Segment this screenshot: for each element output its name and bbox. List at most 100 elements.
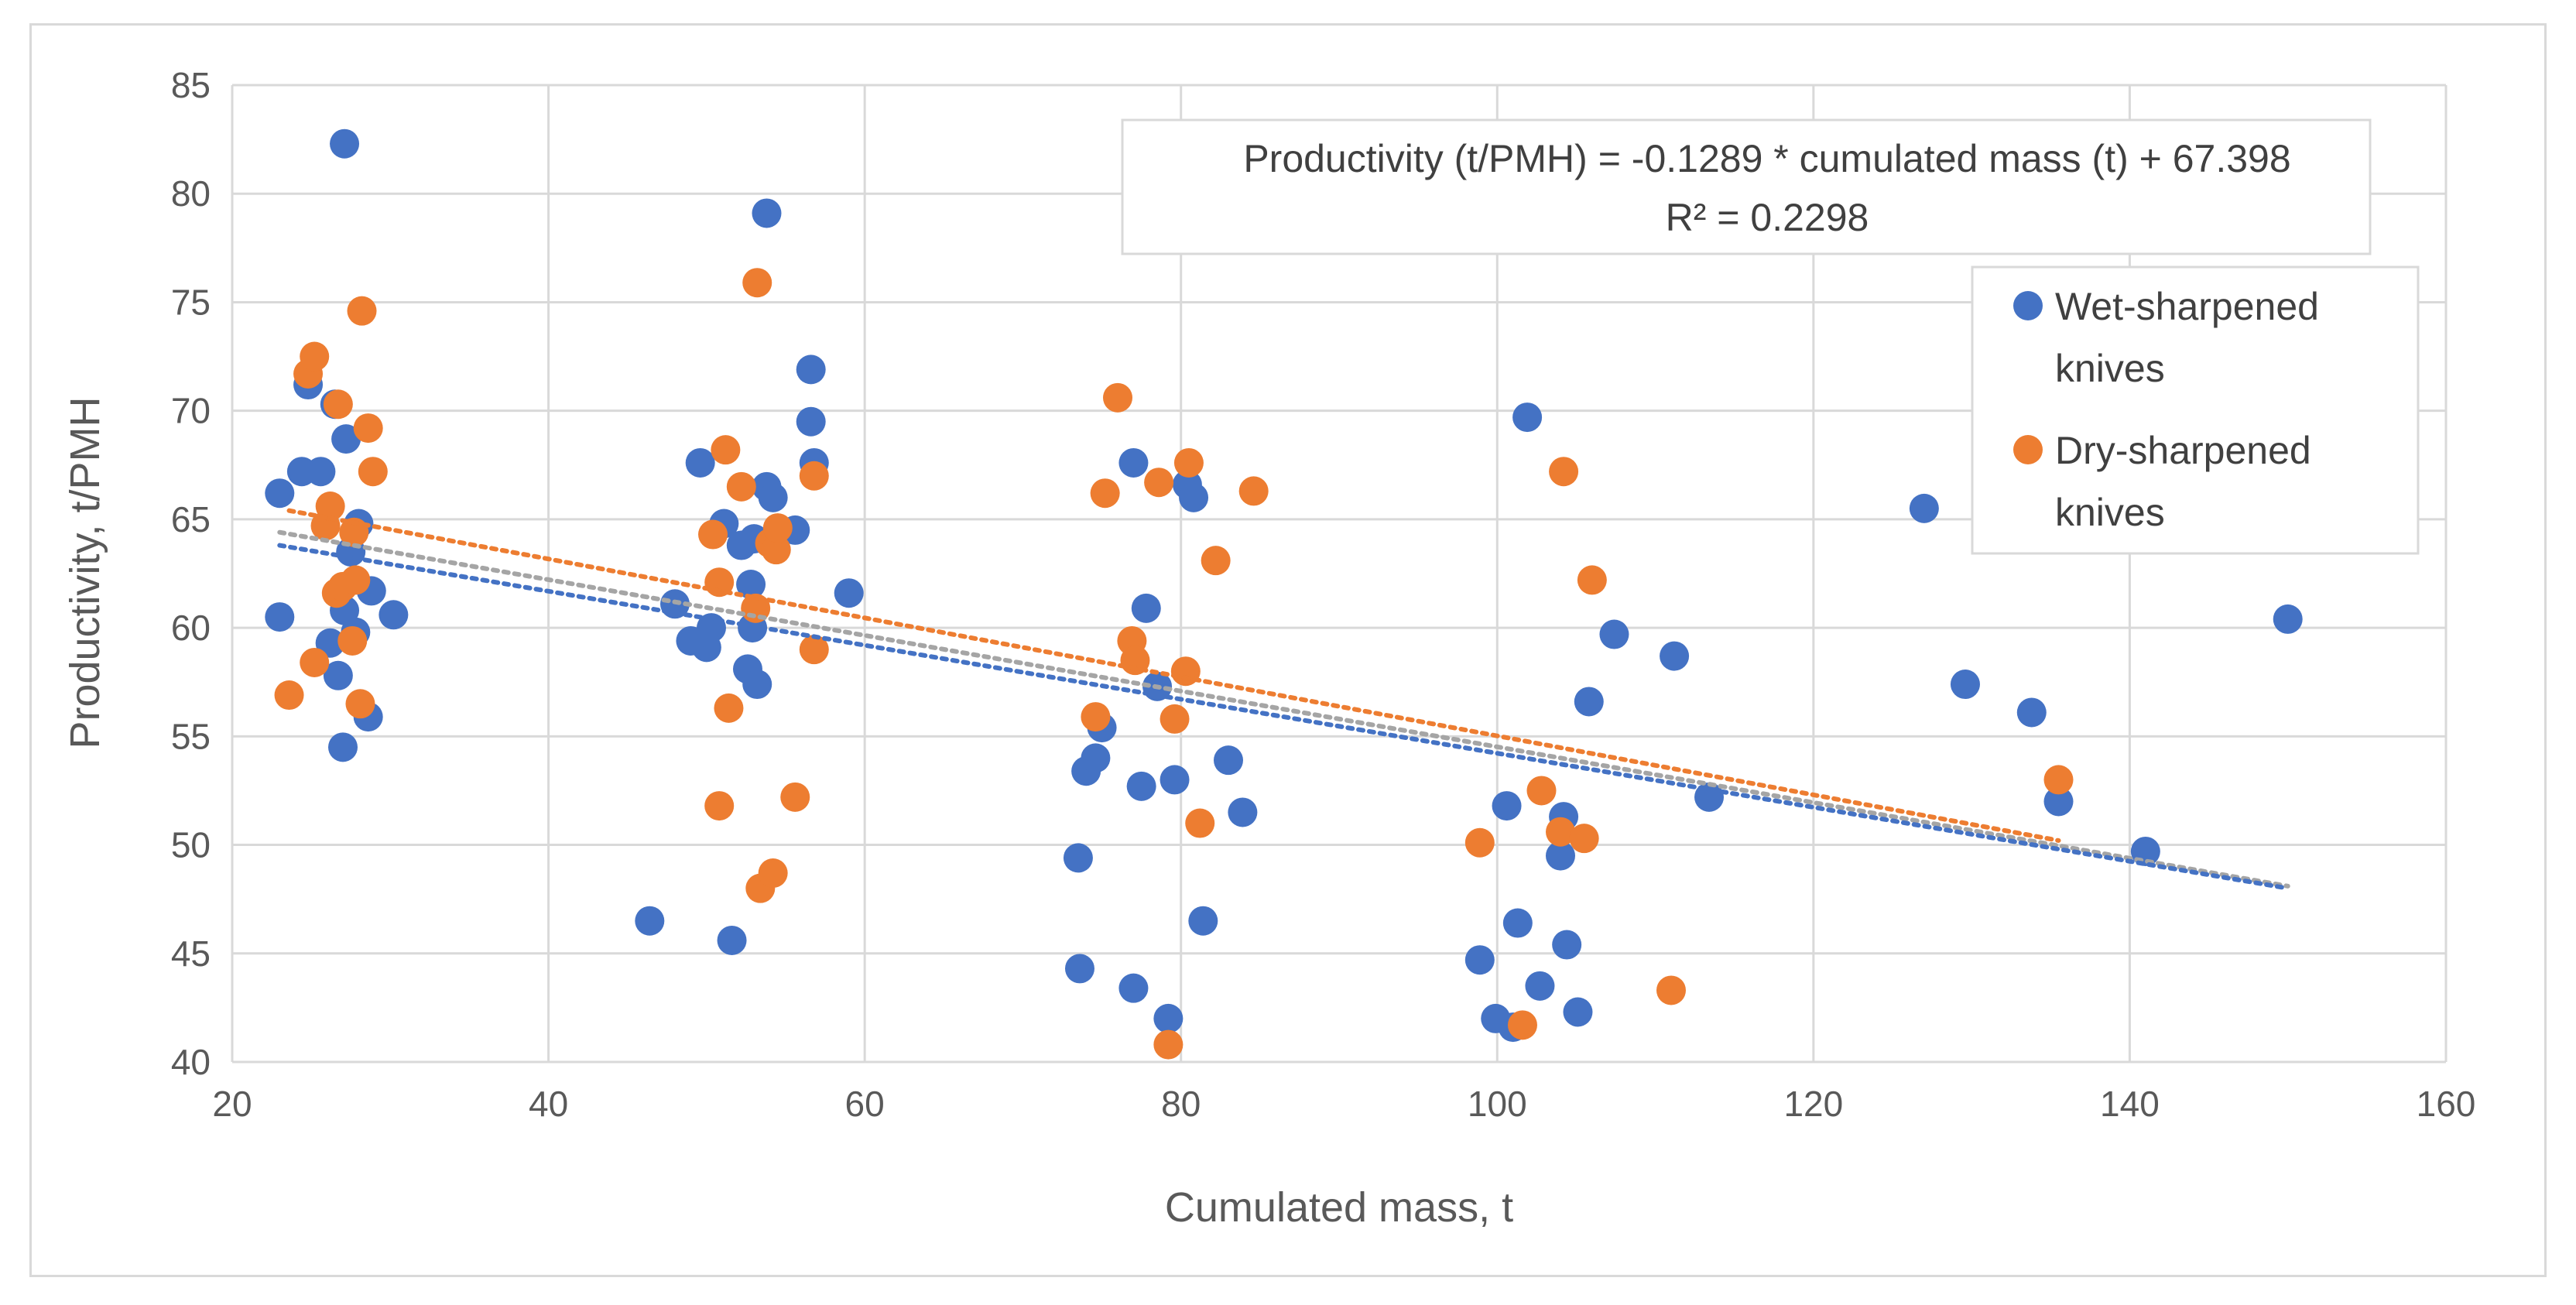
x-tick-80: 80	[1161, 1084, 1201, 1124]
point-wet-50	[1153, 1003, 1184, 1033]
point-wet-45	[1118, 447, 1149, 478]
y-tick-50: 50	[171, 825, 211, 865]
point-wet-74	[2016, 697, 2047, 728]
point-dry-7	[323, 389, 353, 420]
x-tick-60: 60	[845, 1084, 885, 1124]
point-dry-39	[1160, 704, 1190, 734]
point-wet-68	[1574, 687, 1604, 717]
trendlines	[277, 508, 2290, 891]
point-dry-9	[337, 625, 368, 656]
point-wet-57	[1464, 945, 1495, 975]
point-dry-37	[1144, 468, 1174, 498]
point-dry-2	[300, 341, 330, 372]
point-dry-26	[758, 858, 788, 889]
point-dry-23	[742, 268, 772, 298]
point-dry-15	[358, 457, 388, 487]
point-wet-9	[330, 128, 360, 159]
legend-marker-wet	[2013, 291, 2043, 320]
legend: Wet-sharpened knives Dry-sharpened knive…	[1971, 265, 2420, 555]
x-tick-40: 40	[529, 1084, 568, 1124]
point-wet-55	[1214, 745, 1243, 776]
point-wet-5	[315, 628, 345, 658]
x-tick-160: 160	[2417, 1084, 2476, 1124]
point-dry-31	[799, 461, 829, 491]
point-dry-16	[698, 519, 728, 550]
point-dry-12	[345, 689, 375, 719]
point-dry-52	[1656, 975, 1686, 1005]
point-wet-8	[328, 732, 358, 762]
y-tick-70: 70	[171, 391, 211, 431]
point-dry-27	[761, 535, 791, 565]
point-dry-14	[353, 413, 383, 444]
point-wet-31	[742, 670, 772, 700]
x-tick-labels: 20 40 60 80 100 120 140 160	[212, 1084, 2475, 1124]
point-wet-64	[1546, 841, 1575, 871]
point-dry-41	[1173, 447, 1204, 478]
point-wet-61	[1502, 908, 1533, 938]
y-tick-75: 75	[171, 282, 211, 322]
point-wet-70	[1660, 641, 1690, 671]
point-dry-50	[1569, 824, 1599, 854]
point-dry-34	[1103, 382, 1132, 413]
point-dry-28	[762, 513, 793, 543]
point-wet-17	[379, 600, 409, 630]
point-dry-5	[315, 492, 345, 522]
point-wet-25	[717, 925, 747, 955]
point-wet-7	[323, 660, 353, 690]
y-tick-80: 80	[171, 173, 211, 214]
point-wet-51	[1160, 765, 1190, 795]
point-wet-72	[1909, 493, 1939, 523]
y-axis-title: Productivity, t/PMH	[62, 396, 108, 748]
x-tick-100: 100	[1468, 1084, 1527, 1124]
legend-label-dry-line2: knives	[2055, 491, 2165, 534]
point-wet-4	[306, 457, 336, 487]
point-wet-46	[1118, 973, 1149, 1003]
point-wet-43	[1081, 743, 1111, 773]
point-dry-32	[1081, 702, 1111, 732]
point-dry-13	[347, 296, 377, 326]
point-wet-48	[1131, 593, 1161, 623]
point-wet-62	[1512, 402, 1543, 433]
point-dry-42	[1185, 808, 1215, 838]
point-dry-43	[1201, 546, 1231, 576]
point-wet-40	[1063, 843, 1093, 873]
point-wet-73	[1950, 670, 1980, 700]
point-wet-39	[834, 578, 864, 608]
y-tick-labels: 40 45 50 55 60 65 70 75 80 85	[171, 65, 211, 1082]
point-wet-28	[736, 570, 766, 600]
legend-label-dry-line1: Dry-sharpened	[2055, 429, 2311, 472]
point-dry-45	[1464, 827, 1495, 858]
point-dry-19	[711, 435, 741, 465]
legend-marker-dry	[2013, 435, 2043, 464]
point-dry-21	[726, 471, 756, 502]
point-dry-0	[274, 680, 304, 711]
point-dry-48	[1546, 817, 1575, 847]
point-wet-53	[1179, 482, 1209, 512]
point-wet-33	[752, 198, 782, 228]
trendline-0	[286, 508, 2061, 843]
y-tick-45: 45	[171, 933, 211, 974]
point-dry-47	[1526, 776, 1557, 806]
point-wet-47	[1126, 771, 1156, 801]
point-wet-75	[2043, 786, 2074, 817]
point-dry-10	[339, 517, 369, 547]
point-dry-51	[1577, 565, 1607, 595]
x-tick-120: 120	[1783, 1084, 1843, 1124]
point-wet-77	[2273, 604, 2303, 634]
point-wet-1	[265, 602, 295, 632]
point-wet-37	[796, 406, 826, 437]
point-wet-0	[265, 478, 295, 509]
x-tick-140: 140	[2100, 1084, 2160, 1124]
y-tick-40: 40	[171, 1042, 211, 1082]
point-wet-34	[758, 482, 788, 512]
point-dry-44	[1238, 476, 1269, 506]
point-dry-49	[1549, 457, 1579, 487]
point-wet-18	[635, 906, 665, 936]
y-tick-55: 55	[171, 716, 211, 756]
legend-label-wet-line1: Wet-sharpened	[2055, 285, 2319, 328]
point-dry-53	[2043, 765, 2074, 795]
trendline-2	[277, 543, 2290, 891]
y-tick-85: 85	[171, 65, 211, 105]
point-wet-11	[331, 424, 361, 454]
